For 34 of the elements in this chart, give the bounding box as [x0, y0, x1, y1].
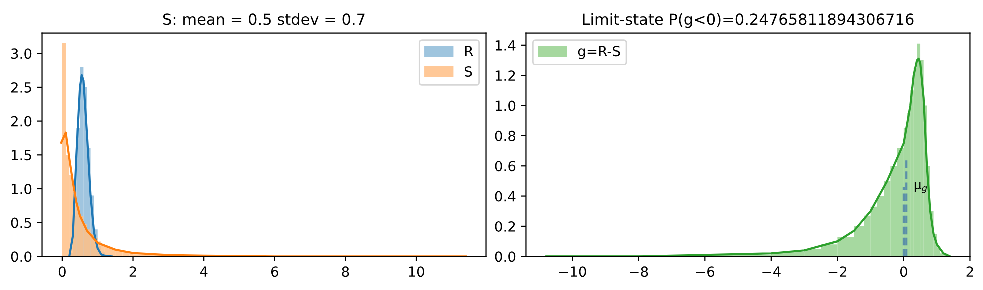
- y-tick-label: 1.2: [496, 70, 516, 81]
- y-tick-label: 2.0: [11, 116, 32, 127]
- y-tick-label: 2.5: [11, 82, 32, 93]
- x-tick-label: 8: [342, 266, 350, 278]
- y-tick-label: 0.0: [11, 252, 32, 262]
- y-tick-label: 0.4: [495, 191, 516, 202]
- y-tick-label: 1.4: [496, 40, 516, 51]
- x-tick-label: −8: [630, 266, 648, 278]
- annotation: μ$_{g}$: [914, 182, 928, 194]
- x-tick-label: 0: [900, 266, 908, 278]
- x-tick-label: 0: [58, 266, 66, 278]
- x-tick-label: −2: [828, 266, 847, 277]
- y-tick-label: 0.0: [495, 252, 516, 262]
- y-tick-label: 0.6: [495, 161, 516, 172]
- legend-label: S: [465, 66, 472, 77]
- y-tick-label: 0.8: [495, 130, 516, 142]
- chart-title: Limit-state P(g<0)=0.24765811894306716: [583, 13, 914, 28]
- x-tick-label: 10: [409, 266, 424, 278]
- x-tick-label: 4: [200, 266, 208, 277]
- x-tick-label: −10: [559, 266, 586, 278]
- legend-label: R: [465, 46, 474, 56]
- y-tick-label: 1.0: [12, 184, 32, 194]
- x-tick-label: 2: [130, 266, 136, 277]
- x-tick-label: −6: [696, 266, 715, 278]
- y-tick-label: 0.2: [495, 221, 516, 232]
- legend-label: g=R-S: [578, 46, 620, 60]
- y-tick-label: 0.5: [11, 218, 32, 228]
- x-tick-label: 6: [271, 266, 278, 278]
- x-tick-label: 2: [966, 266, 974, 277]
- x-tick-label: −4: [762, 266, 781, 277]
- y-tick-label: 3.0: [12, 48, 32, 60]
- chart-title: S: mean = 0.5 stdev = 0.7: [163, 13, 365, 26]
- y-tick-label: 1.0: [496, 100, 516, 112]
- y-tick-label: 1.5: [12, 150, 32, 161]
